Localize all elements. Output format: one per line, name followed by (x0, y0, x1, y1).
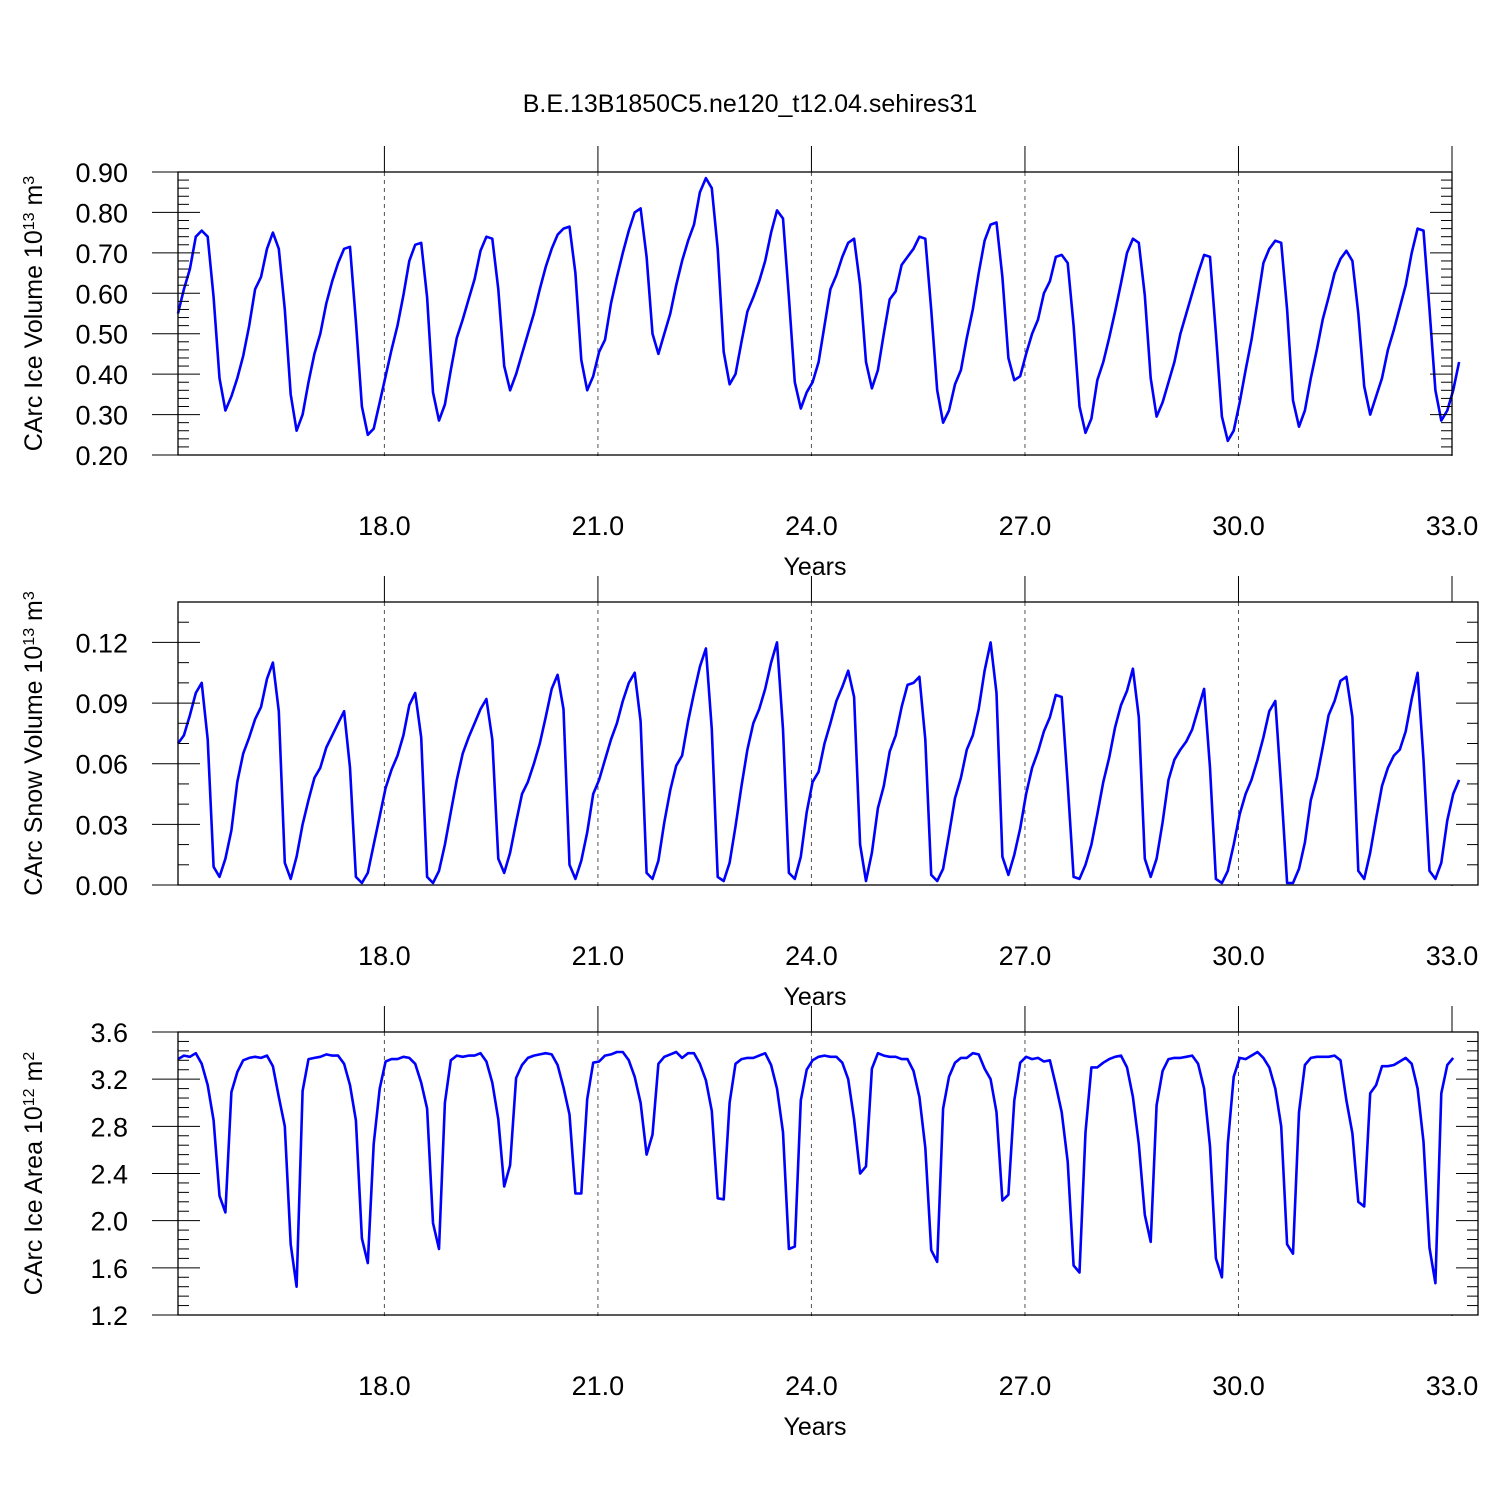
y-tick-label: 0.40 (75, 360, 128, 390)
y-axis-title: CArc Ice Volume 1013 m3 (20, 176, 48, 452)
y-axis-title: CArc Ice Area 1012 m2 (20, 1052, 48, 1296)
y-tick-label: 0.70 (75, 239, 128, 269)
x-tick-label: 27.0 (999, 511, 1052, 541)
x-tick-label: 24.0 (785, 1371, 838, 1401)
y-axis-title-part: m (20, 185, 48, 213)
y-tick-label: 2.8 (90, 1112, 128, 1142)
y-axis-title-superscript: 2 (21, 1052, 38, 1061)
y-tick-label: 2.4 (90, 1160, 128, 1190)
y-tick-label: 1.6 (90, 1254, 128, 1284)
y-tick-label: 0.90 (75, 158, 128, 188)
y-axis-title-superscript: 3 (21, 176, 38, 185)
y-axis-title-superscript: 12 (21, 1088, 38, 1106)
y-tick-label: 0.50 (75, 320, 128, 350)
y-tick-label: 2.0 (90, 1207, 128, 1237)
x-axis-title: Years (783, 983, 846, 1011)
y-tick-label: 3.6 (90, 1018, 128, 1048)
y-tick-label: 3.2 (90, 1065, 128, 1095)
y-axis-title-part: CArc Ice Area 10 (20, 1106, 48, 1295)
y-tick-label: 0.00 (75, 871, 128, 901)
data-series-line (176, 176, 1461, 443)
panel-2: 0.00 0.03 0.06 0.09 0.12 18.0 21.0 24.0 27.0 30.0… (20, 576, 1479, 1011)
data-series-line (177, 1050, 1455, 1288)
y-tick-label: 0.60 (75, 279, 128, 309)
x-tick-label: 24.0 (785, 511, 838, 541)
y-tick-label: 0.80 (75, 198, 128, 228)
x-tick-label: 30.0 (1212, 941, 1265, 971)
y-axis-title-part: m (20, 600, 48, 628)
plot-frame (177, 171, 1453, 456)
y-tick-label: 0.30 (75, 401, 128, 431)
x-tick-label: 21.0 (572, 1371, 625, 1401)
x-tick-label: 21.0 (572, 941, 625, 971)
x-axis-title: Years (783, 553, 846, 581)
y-axis-title-superscript: 13 (21, 212, 38, 230)
y-axis-title-superscript: 13 (21, 628, 38, 646)
y-axis-title-part: CArc Ice Volume 10 (20, 230, 48, 451)
x-tick-label: 33.0 (1426, 511, 1479, 541)
x-tick-label: 18.0 (358, 1371, 411, 1401)
x-tick-label: 18.0 (358, 941, 411, 971)
y-tick-label: 0.09 (75, 689, 128, 719)
x-tick-label: 27.0 (999, 1371, 1052, 1401)
y-tick-label: 0.12 (75, 628, 128, 658)
y-tick-label: 0.20 (75, 441, 128, 471)
panel-3: 1.2 1.6 2.0 2.4 2.8 3.2 3.6 18.0 21.0 24.0 27.0 30.… (20, 1006, 1479, 1441)
y-axis-title: CArc Snow Volume 1013 m3 (20, 591, 48, 896)
x-tick-label: 18.0 (358, 511, 411, 541)
x-tick-label: 21.0 (572, 511, 625, 541)
panel-1: 0.20 0.30 0.40 0.50 0.60 0.70 0.80 0.90 18.0 21.0… (20, 146, 1478, 581)
data-series-line (176, 641, 1461, 885)
x-tick-label: 24.0 (785, 941, 838, 971)
y-axis-title-part: CArc Snow Volume 10 (20, 646, 48, 896)
x-tick-label: 33.0 (1426, 1371, 1479, 1401)
chart-title: B.E.13B1850C5.ne120_t12.04.sehires31 (523, 90, 978, 118)
x-axis-title: Years (783, 1413, 846, 1441)
y-axis-title-part: m (20, 1061, 48, 1089)
x-tick-label: 30.0 (1212, 511, 1265, 541)
y-axis-title-superscript: 3 (21, 591, 38, 600)
panels: 0.20 0.30 0.40 0.50 0.60 0.70 0.80 0.90 18.0 21.0… (20, 146, 1479, 1441)
x-tick-label: 30.0 (1212, 1371, 1265, 1401)
y-tick-label: 0.06 (75, 750, 128, 780)
y-tick-label: 0.03 (75, 810, 128, 840)
x-tick-label: 27.0 (999, 941, 1052, 971)
x-tick-label: 33.0 (1426, 941, 1479, 971)
y-tick-label: 1.2 (90, 1301, 128, 1331)
